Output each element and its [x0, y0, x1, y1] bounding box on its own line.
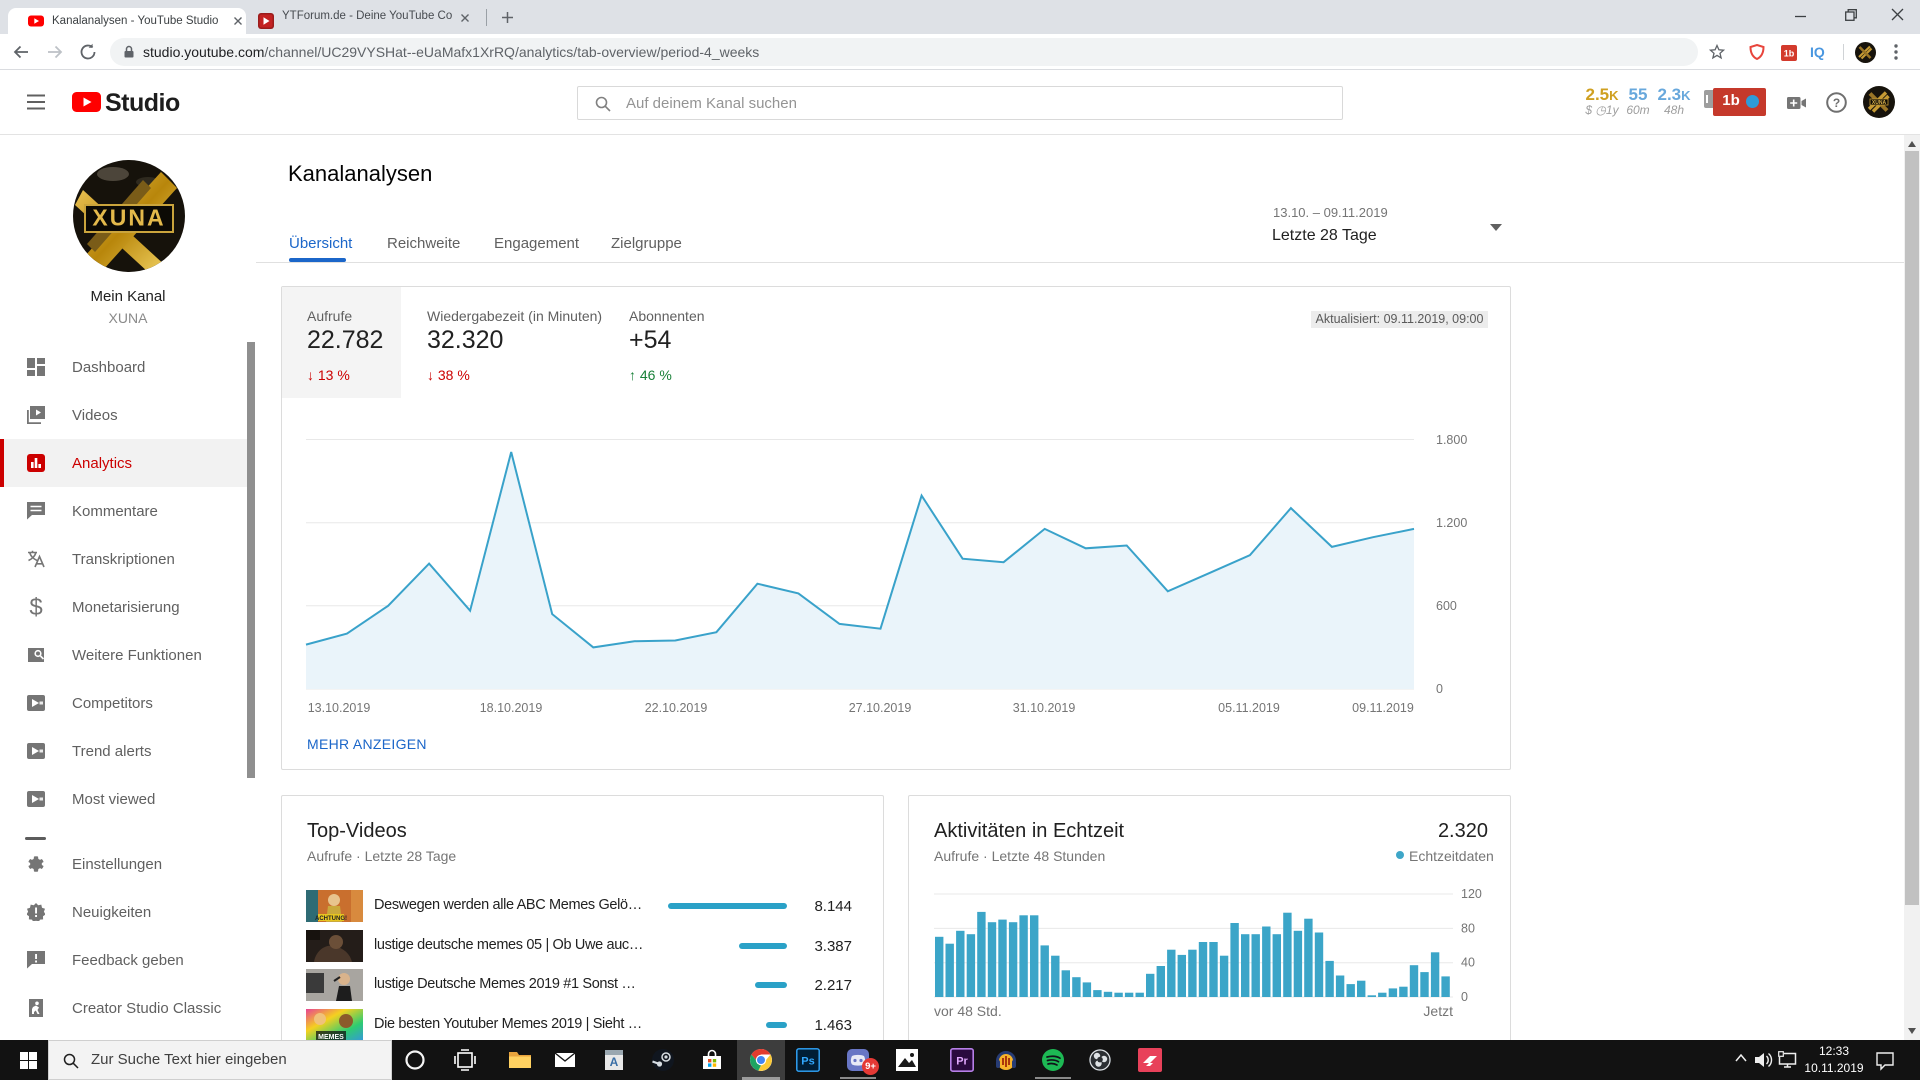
svg-text:31.10.2019: 31.10.2019	[1013, 701, 1076, 715]
svg-text:80: 80	[1461, 921, 1475, 935]
svg-text:XUNA: XUNA	[1872, 100, 1887, 106]
svg-text:0: 0	[1461, 990, 1468, 1004]
svg-text:ACHTUNG!: ACHTUNG!	[315, 916, 347, 922]
svg-text:0: 0	[1436, 682, 1443, 696]
svg-text:1b: 1b	[1784, 48, 1795, 58]
svg-text:22.10.2019: 22.10.2019	[645, 701, 708, 715]
svg-text:?: ?	[1833, 96, 1840, 110]
svg-text:27.10.2019: 27.10.2019	[849, 701, 912, 715]
svg-text:Ps: Ps	[801, 1056, 814, 1068]
svg-text:XUNA: XUNA	[92, 205, 165, 231]
svg-text:120: 120	[1461, 887, 1482, 901]
svg-text:Pr: Pr	[956, 1056, 968, 1068]
svg-text:13.10.2019: 13.10.2019	[308, 701, 371, 715]
svg-text:05.11.2019: 05.11.2019	[1218, 701, 1280, 715]
svg-text:1.200: 1.200	[1436, 516, 1467, 530]
svg-text:09.11.2019: 09.11.2019	[1352, 701, 1414, 715]
svg-text:A: A	[610, 1055, 619, 1069]
svg-text:MEMES: MEMES	[318, 1034, 344, 1040]
svg-text:18.10.2019: 18.10.2019	[480, 701, 543, 715]
svg-text:600: 600	[1436, 599, 1457, 613]
svg-text:1.800: 1.800	[1436, 433, 1467, 447]
svg-text:40: 40	[1461, 956, 1475, 970]
